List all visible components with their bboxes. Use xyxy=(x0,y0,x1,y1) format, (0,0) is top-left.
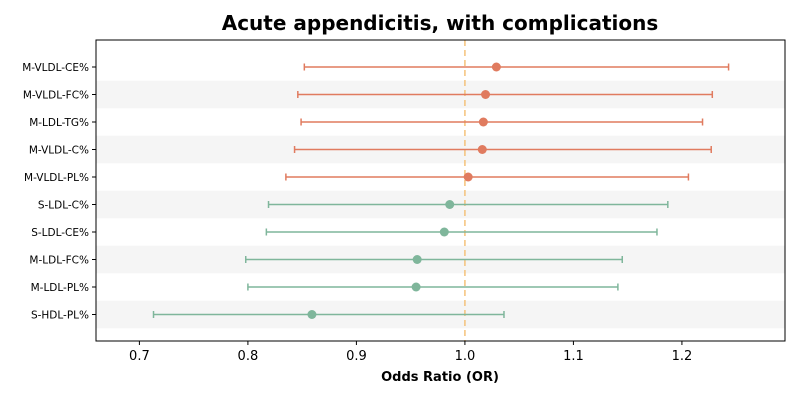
y-tick-label: M-VLDL-PL% xyxy=(24,172,89,184)
row-m-ldl-tg- xyxy=(300,117,704,127)
x-tick-label: 0.7 xyxy=(129,349,150,364)
y-tick-label: M-LDL-TG% xyxy=(29,117,89,129)
point-estimate xyxy=(412,255,422,264)
row-m-ldl-fc- xyxy=(244,255,623,264)
y-tick-label: M-LDL-PL% xyxy=(31,282,89,294)
x-axis-label: Odds Ratio (OR) xyxy=(381,370,499,385)
point-estimate xyxy=(477,145,487,154)
point-estimate xyxy=(445,200,455,209)
y-tick-label: M-VLDL-CE% xyxy=(22,62,89,74)
y-tick-label: M-VLDL-C% xyxy=(29,145,89,157)
point-estimate xyxy=(411,282,421,292)
y-axis: M-VLDL-CE% M-VLDL-FC% M-LDL-TG% M-VLDL-C% M-… xyxy=(22,62,96,322)
point-estimate xyxy=(307,310,317,319)
row-m-vldl-c- xyxy=(293,145,712,154)
point-estimate xyxy=(439,227,449,237)
row-m-vldl-fc- xyxy=(297,90,714,99)
point-estimate xyxy=(463,172,473,182)
y-tick-label: M-LDL-FC% xyxy=(29,255,89,267)
row-s-ldl-c- xyxy=(267,200,669,209)
x-tick-label: 1.1 xyxy=(563,349,584,364)
x-tick-label: 1.0 xyxy=(455,349,476,364)
y-tick-label: S-LDL-CE% xyxy=(31,227,89,239)
y-tick-label: S-HDL-PL% xyxy=(31,310,89,322)
row-m-vldl-pl- xyxy=(285,172,690,182)
chart-title: Acute appendicitis, with complications xyxy=(222,11,659,35)
point-estimate xyxy=(491,62,501,72)
point-estimate xyxy=(478,117,488,127)
row-s-hdl-pl- xyxy=(152,310,505,319)
row-m-vldl-ce- xyxy=(303,62,730,72)
row-m-ldl-pl- xyxy=(247,282,619,292)
data-marks xyxy=(152,62,730,319)
x-tick-label: 1.2 xyxy=(672,349,693,364)
y-tick-label: S-LDL-C% xyxy=(38,200,89,212)
point-estimate xyxy=(481,90,491,99)
y-tick-label: M-VLDL-FC% xyxy=(23,90,89,102)
row-s-ldl-ce- xyxy=(265,227,658,237)
x-tick-label: 0.9 xyxy=(346,349,367,364)
x-axis: 0.7 0.8 0.9 1.0 1.1 1.2 xyxy=(129,341,692,364)
plot-frame xyxy=(95,39,786,342)
x-tick-label: 0.8 xyxy=(238,349,259,364)
